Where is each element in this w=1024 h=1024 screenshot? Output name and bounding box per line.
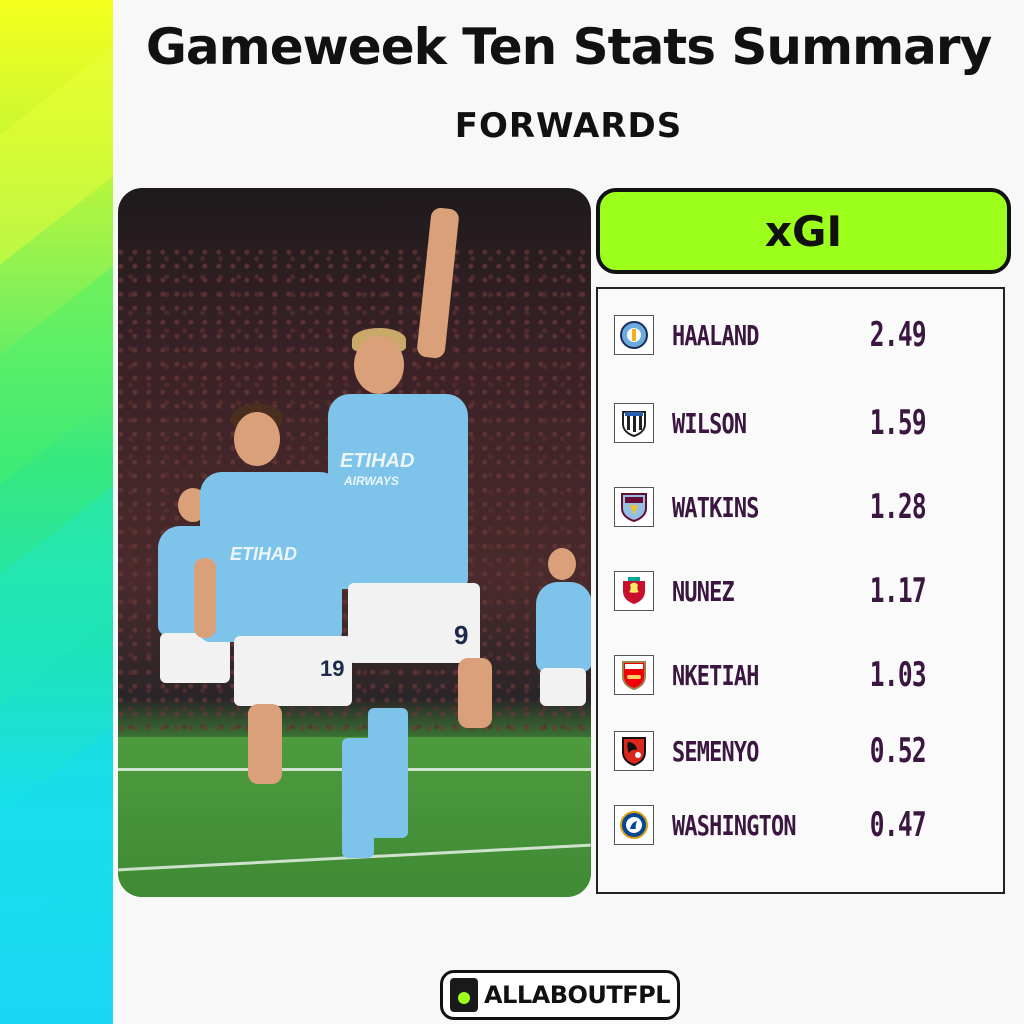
brand-logo: ALLABOUTFPL <box>440 970 680 1020</box>
stat-category-label: xGI <box>764 206 843 256</box>
player-name: HAALAND <box>672 319 759 352</box>
page-title: Gameweek Ten Stats Summary <box>145 18 992 76</box>
stat-row: WATKINS 1.28 <box>614 485 994 531</box>
shirt-sponsor: ETIHAD <box>340 450 415 472</box>
shirt-number: 9 <box>454 620 469 650</box>
liverpool-crest-icon <box>614 571 654 611</box>
stat-value: 0.52 <box>869 731 927 771</box>
player-name: SEMENYO <box>672 735 759 768</box>
arsenal-crest-icon <box>614 655 654 695</box>
football-icon <box>449 978 478 1012</box>
stat-row: HAALAND 2.49 <box>614 313 994 359</box>
shirt-sponsor: ETIHAD <box>230 544 297 564</box>
player-name: NKETIAH <box>672 659 759 692</box>
bournemouth-crest-icon <box>614 731 654 771</box>
brand-name: ALLABOUTFPL <box>483 981 671 1009</box>
player-name: WILSON <box>672 407 747 440</box>
stat-value: 1.03 <box>869 655 927 695</box>
man-city-crest-icon <box>614 315 654 355</box>
stat-category-header: xGI <box>596 188 1011 274</box>
stat-value: 1.17 <box>869 571 927 611</box>
player-name: WASHINGTON <box>672 809 796 842</box>
stat-row: WILSON 1.59 <box>614 401 994 447</box>
player-celebration-photo: ETIHAD 19 ETIHAD AIRWAYS 9 <box>118 188 591 897</box>
stat-value: 0.47 <box>869 805 927 845</box>
stat-row: NUNEZ 1.17 <box>614 569 994 615</box>
aston-villa-crest-icon <box>614 487 654 527</box>
shirt-sponsor-sub: AIRWAYS <box>344 474 399 488</box>
stat-row: WASHINGTON 0.47 <box>614 803 994 849</box>
stat-value: 2.49 <box>869 315 927 355</box>
stats-table: HAALAND 2.49 WILSON 1.59 WATKINS 1.28 NU… <box>596 287 1005 894</box>
stat-row: SEMENYO 0.52 <box>614 729 994 775</box>
decorative-gradient-strip <box>0 0 113 1024</box>
shirt-number: 19 <box>320 656 345 681</box>
stat-value: 1.28 <box>869 487 927 527</box>
newcastle-crest-icon <box>614 403 654 443</box>
stat-row: NKETIAH 1.03 <box>614 653 994 699</box>
stat-value: 1.59 <box>869 403 927 443</box>
position-subtitle: FORWARDS <box>454 106 683 146</box>
chelsea-crest-icon <box>614 805 654 845</box>
player-name: WATKINS <box>672 491 759 524</box>
player-name: NUNEZ <box>672 575 735 608</box>
